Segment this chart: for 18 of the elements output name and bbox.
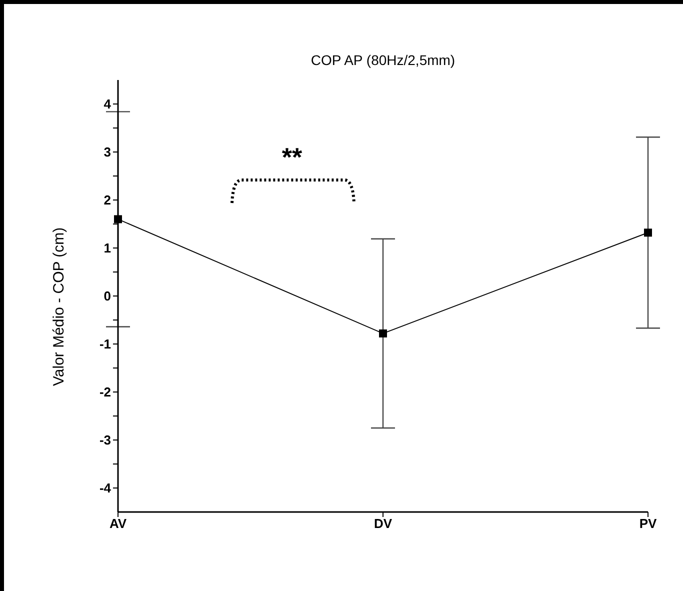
- y-tick-label: -4: [99, 480, 112, 496]
- y-tick-label: 0: [104, 288, 111, 304]
- y-tick-label: 3: [104, 144, 111, 160]
- y-tick-label: 1: [104, 240, 111, 256]
- y-tick-label: -3: [99, 432, 111, 448]
- chart-title: COP AP (80Hz/2,5mm): [310, 52, 456, 68]
- point: [114, 215, 122, 224]
- y-tick-label: -1: [99, 336, 111, 352]
- y-axis-title: Valor Médio - COP (cm): [50, 227, 68, 386]
- x-tick-label: PV: [639, 516, 657, 532]
- y-tick-label: 2: [104, 192, 111, 208]
- x-tick-label: AV: [109, 516, 127, 532]
- y-tick-label: -2: [99, 384, 111, 400]
- point: [644, 228, 652, 237]
- x-tick-label: DV: [374, 516, 392, 532]
- y-tick-label: 4: [104, 96, 112, 112]
- point: [379, 329, 387, 338]
- annotation: **: [280, 142, 304, 173]
